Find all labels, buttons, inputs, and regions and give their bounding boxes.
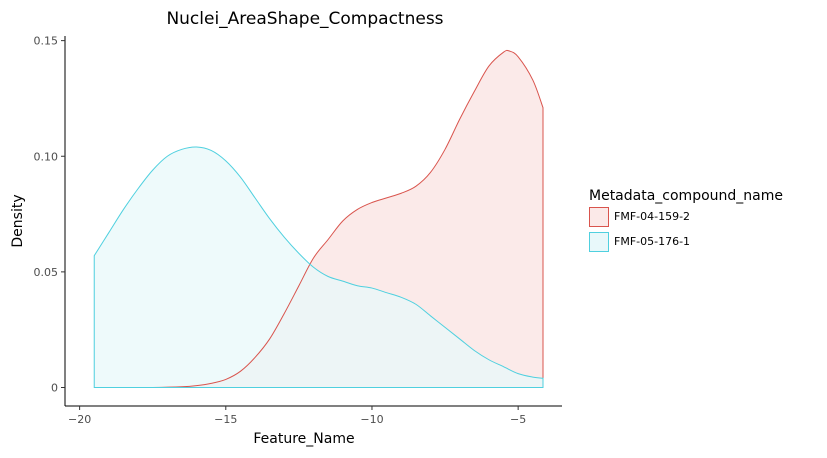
y-axis-title: Density: [10, 194, 26, 247]
legend: Metadata_compound_name FMF-04-159-2 FMF-0…: [589, 188, 783, 252]
x-axis-ticks: −20 −15 −10 −5: [68, 406, 526, 426]
y-axis-ticks: 0 0.05 0.10 0.15: [34, 35, 65, 395]
legend-swatch: [589, 232, 609, 252]
y-tick-label: 0.05: [34, 266, 59, 279]
x-tick-label: −15: [214, 413, 237, 426]
chart-title: Nuclei_AreaShape_Compactness: [166, 9, 443, 29]
legend-label: FMF-04-159-2: [614, 210, 690, 223]
y-tick-label: 0.10: [34, 150, 59, 163]
x-tick-label: −10: [360, 413, 383, 426]
density-area-1: [94, 50, 544, 388]
x-axis-title: Feature_Name: [253, 431, 354, 447]
y-tick-label: 0: [51, 382, 58, 395]
density-line-1: [94, 49, 544, 389]
density-area-2: [94, 146, 544, 388]
legend-swatch: [589, 207, 609, 227]
x-tick-label: −20: [68, 413, 91, 426]
density-line-2: [93, 146, 544, 388]
legend-label: FMF-05-176-1: [614, 235, 690, 248]
plot-areas: [94, 50, 544, 388]
y-tick-label: 0.15: [34, 35, 59, 48]
legend-title: Metadata_compound_name: [589, 188, 783, 204]
plot-lines: [93, 49, 544, 389]
x-tick-label: −5: [510, 413, 526, 426]
